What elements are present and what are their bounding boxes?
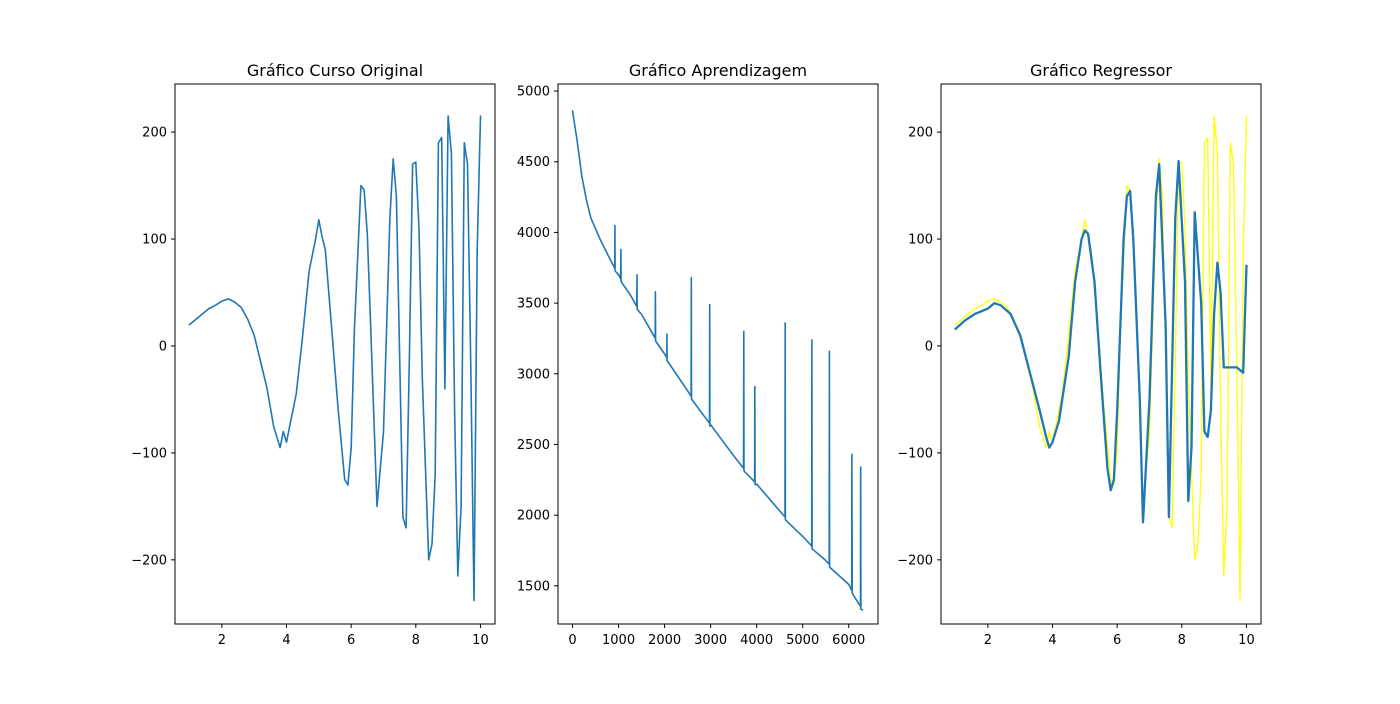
x-tick-label: 8 [412,633,420,648]
y-tick-label: 100 [908,233,933,248]
x-tick-label: 10 [472,633,489,648]
x-tick-label: 4 [282,633,290,648]
y-tick-label: 4500 [517,155,550,170]
x-tick-label: 6 [347,633,355,648]
x-tick-label: 2000 [648,633,681,648]
y-tick-label: 0 [925,339,933,354]
chart-title: Gráfico Regressor [1030,61,1172,80]
x-tick-label: 2 [984,633,992,648]
plot-curso-original: 2 4 6 8 10 −200 −100 0 100 200 Gráfico Curso Origi… [131,61,496,648]
x-tick-label: 3000 [694,633,727,648]
series-line-2 [954,159,1248,524]
y-tick-label: −200 [897,553,933,568]
plot-aprendizagem: 0 1000 2000 3000 4000 5000 6000 1500 2000 2500 300… [517,61,879,648]
y-tick-label: 2000 [517,509,550,524]
series-line-1 [188,115,482,602]
series-line-1 [571,110,864,611]
x-tick-label: 5000 [786,633,819,648]
y-tick-label: 2500 [517,438,550,453]
y-tick-label: −100 [897,446,933,461]
x-tick-label: 8 [1178,633,1186,648]
y-tick-label: 200 [908,126,933,141]
x-tick-label: 6 [1113,633,1121,648]
y-tick-label: −200 [131,553,167,568]
plot-regressor: 2 4 6 8 10 −200 −100 0 100 200 Gráfico Regressor [897,61,1262,648]
y-tick-label: 200 [142,126,167,141]
x-tick-label: 10 [1238,633,1255,648]
y-tick-label: −100 [131,446,167,461]
y-tick-label: 100 [142,233,167,248]
y-tick-label: 1500 [517,579,550,594]
y-tick-label: 3500 [517,297,550,312]
y-tick-label: 0 [159,339,167,354]
axes-frame [174,83,496,625]
chart-title: Gráfico Aprendizagem [629,61,807,80]
axes-frame [557,83,879,625]
chart-title: Gráfico Curso Original [247,61,423,80]
x-tick-label: 0 [568,633,576,648]
x-tick-label: 4 [1048,633,1056,648]
y-tick-label: 4000 [517,226,550,241]
x-tick-label: 4000 [740,633,773,648]
axes-frame [940,83,1262,625]
x-tick-label: 6000 [832,633,865,648]
x-tick-label: 1000 [602,633,635,648]
y-tick-label: 3000 [517,367,550,382]
x-tick-label: 2 [218,633,226,648]
y-tick-label: 5000 [517,85,550,100]
